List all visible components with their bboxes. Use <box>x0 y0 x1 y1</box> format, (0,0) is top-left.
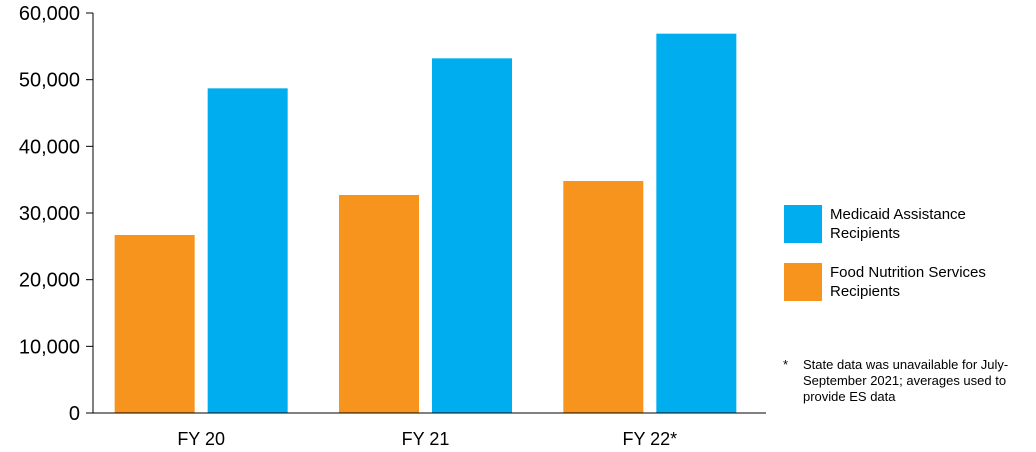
x-tick-label: FY 21 <box>402 429 450 449</box>
legend-swatch-medicaid <box>784 205 822 243</box>
x-tick-label: FY 20 <box>177 429 225 449</box>
legend-label-medicaid: Medicaid Assistance Recipients <box>830 206 966 242</box>
bar <box>432 58 512 413</box>
legend-item-food-nutrition: Food Nutrition Services Recipients <box>784 263 1004 313</box>
legend: Medicaid Assistance Recipients Food Nutr… <box>784 205 1004 321</box>
footnote-text: State data was unavailable for July-Sept… <box>803 357 1009 404</box>
bar <box>114 235 195 413</box>
legend-swatch-food-nutrition <box>784 263 822 301</box>
legend-item-medicaid: Medicaid Assistance Recipients <box>784 205 1004 255</box>
y-tick-label: 10,000 <box>19 336 80 358</box>
y-tick-label: 40,000 <box>19 136 80 158</box>
bar <box>656 33 737 414</box>
footnote-marker: * <box>783 357 789 372</box>
x-tick-label: FY 22* <box>622 429 677 449</box>
y-tick-label: 20,000 <box>19 270 80 292</box>
y-tick-label: 0 <box>69 403 80 425</box>
y-tick-label: 60,000 <box>19 3 80 25</box>
bar <box>207 88 288 413</box>
bar-chart: 0 10,000 20,000 30,000 40,000 50,000 60,000 FY… <box>19 3 766 449</box>
y-tick-label: 30,000 <box>19 203 80 225</box>
y-tick-label: 50,000 <box>19 70 80 92</box>
legend-label-food-nutrition: Food Nutrition Services Recipients <box>830 264 986 300</box>
bar <box>563 181 644 413</box>
y-axis-ticks: 0 10,000 20,000 30,000 40,000 50,000 60,000 <box>19 3 93 425</box>
bars <box>114 33 737 414</box>
bar <box>339 195 419 413</box>
x-axis-labels: FY 20 FY 21 FY 22* <box>177 429 677 449</box>
